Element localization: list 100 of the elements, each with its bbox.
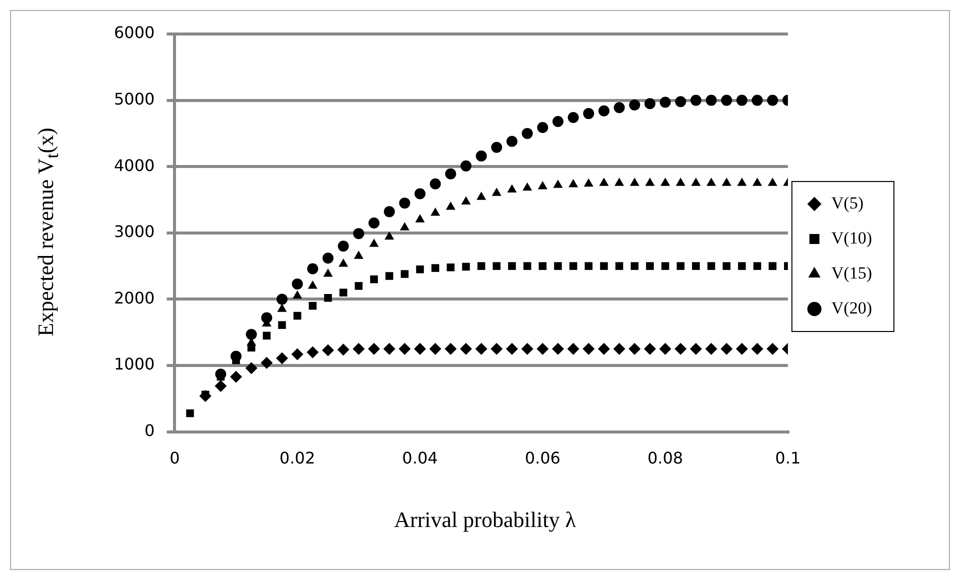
point: [398, 342, 411, 355]
point: [628, 342, 641, 355]
point: [737, 178, 747, 186]
point: [523, 262, 532, 270]
point: [214, 380, 227, 392]
point: [337, 344, 350, 356]
point: [430, 178, 441, 190]
point: [460, 160, 472, 172]
point: [354, 282, 363, 290]
point: [246, 328, 257, 340]
legend-label: V(15): [831, 263, 872, 282]
y-tick-label: 0: [144, 420, 155, 440]
point: [675, 96, 686, 108]
point: [705, 342, 718, 355]
point: [490, 342, 503, 355]
x-axis-title: Arrival probability λ: [394, 507, 576, 533]
point: [444, 342, 457, 355]
point: [308, 302, 317, 310]
point: [399, 198, 410, 209]
point: [461, 196, 471, 204]
point: [491, 142, 502, 153]
point: [582, 342, 595, 355]
point: [598, 342, 610, 355]
point: [475, 342, 488, 355]
point: [768, 262, 776, 270]
point: [522, 128, 533, 139]
point: [613, 342, 626, 355]
point: [568, 179, 578, 188]
legend-label: V(10): [831, 228, 872, 248]
point: [291, 348, 304, 360]
point: [690, 94, 702, 106]
point: [522, 182, 532, 191]
point: [462, 262, 470, 271]
point: [692, 262, 700, 270]
point: [599, 178, 609, 186]
point: [722, 178, 732, 186]
point: [506, 342, 518, 355]
point: [277, 304, 287, 312]
point: [431, 264, 440, 272]
point: [584, 262, 593, 270]
point: [477, 262, 486, 270]
point: [429, 342, 442, 355]
point: [370, 275, 378, 284]
y-tick-label: 5000: [114, 89, 155, 108]
point: [521, 342, 534, 355]
point: [476, 150, 487, 162]
point: [706, 178, 716, 186]
point: [614, 102, 625, 114]
x-tick-label: 0.08: [647, 448, 684, 468]
point: [260, 356, 273, 369]
point: [659, 342, 672, 355]
point: [660, 178, 670, 186]
point: [322, 344, 334, 356]
point: [292, 278, 303, 290]
point: [414, 188, 426, 200]
point: [538, 262, 547, 270]
point: [322, 252, 334, 264]
point: [567, 342, 580, 355]
point: [508, 262, 516, 270]
legend-label: V(5): [831, 193, 864, 212]
point: [722, 262, 730, 270]
point: [569, 262, 578, 270]
point: [430, 208, 440, 216]
point: [276, 352, 288, 364]
point: [753, 262, 762, 270]
point: [278, 321, 286, 329]
point: [552, 116, 564, 128]
point: [630, 178, 640, 186]
point: [767, 94, 778, 106]
point: [552, 342, 564, 355]
point: [614, 178, 624, 186]
point: [323, 268, 333, 277]
point: [293, 312, 302, 320]
point: [583, 108, 594, 120]
point: [738, 262, 746, 270]
point: [384, 231, 394, 240]
point: [492, 188, 502, 196]
point: [768, 178, 778, 186]
point: [446, 263, 455, 272]
point: [308, 280, 318, 289]
point: [476, 192, 486, 200]
point: [690, 342, 702, 355]
point: [324, 294, 332, 302]
point: [369, 238, 379, 247]
point: [247, 344, 256, 352]
point: [568, 112, 579, 124]
point: [537, 122, 548, 133]
point: [721, 94, 732, 106]
point: [352, 342, 365, 355]
y-tick-label: 2000: [114, 288, 155, 308]
x-tick-label: 0.04: [402, 448, 438, 468]
point: [368, 217, 380, 228]
point: [752, 94, 763, 106]
point: [538, 180, 548, 190]
legend-label: V(20): [831, 298, 872, 318]
point: [383, 342, 396, 355]
point: [368, 342, 380, 355]
point: [600, 262, 608, 270]
point: [306, 346, 319, 358]
point: [245, 362, 258, 374]
